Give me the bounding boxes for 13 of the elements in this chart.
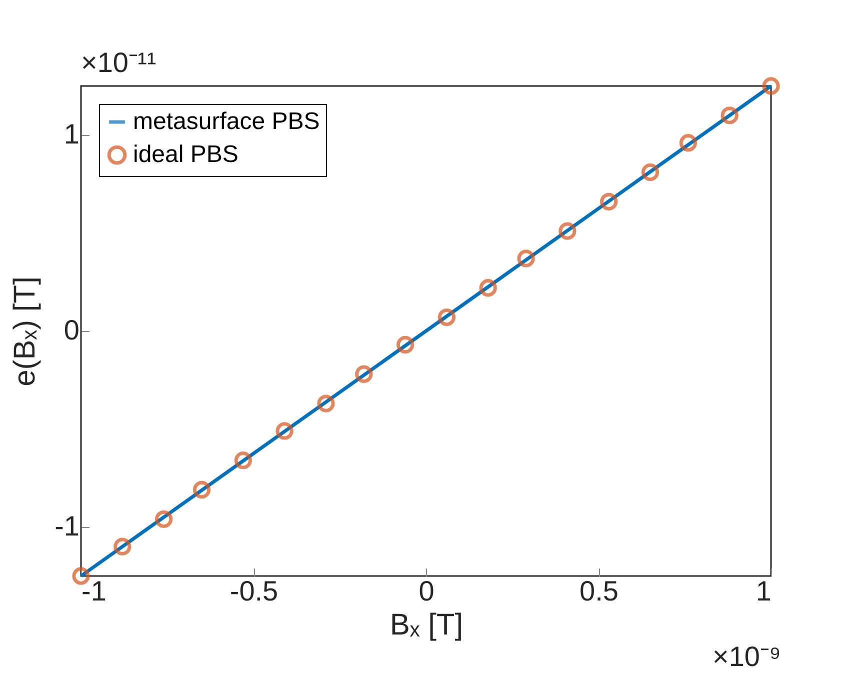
x-tick-label: -0.5 [230,576,278,606]
legend-label: ideal PBS [133,141,238,168]
y-tick-label: 0 [64,314,80,346]
legend-label: metasurface PBS [133,108,320,135]
y-tick-label: -1 [54,510,80,542]
text: ×10⁻⁹ [712,641,781,672]
x-tick-label: 0 [418,576,434,606]
x-axis-title: Bₓ [T] [390,608,464,642]
y-tick-label: 1 [64,118,80,150]
text: ×10⁻¹¹ [81,47,156,78]
y-axis-title: e(Bₓ) [T] [8,276,42,386]
x-tick-label: 1 [756,576,772,606]
x-tick-label: 0.5 [580,576,618,606]
